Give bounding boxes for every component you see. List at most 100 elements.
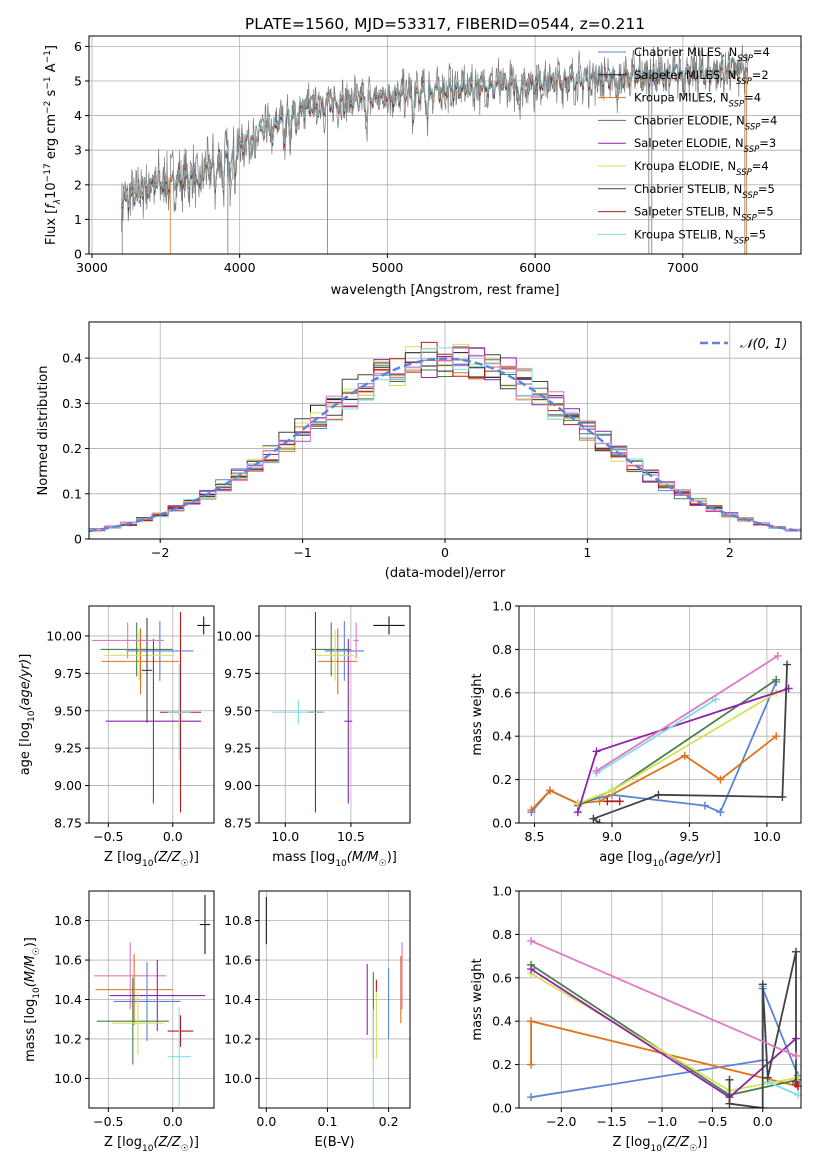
panel-age-vs-Z: −0.5 0.0 8.75 9.00 9.25 9.50 9.75 10.00 Z [log10… bbox=[18, 605, 215, 869]
massweight-line bbox=[530, 968, 797, 1099]
y-tick-label: 0.0 bbox=[492, 1101, 512, 1116]
panel-massweight-vs-Z: −2.0 −1.5 −1.0 −0.5 0.0 0.0 0.2 0.4 0.6 0.8 1.0 Z [… bbox=[470, 884, 802, 1154]
y-tick-label: 4 bbox=[74, 108, 82, 123]
y-tick-label: 9.00 bbox=[224, 778, 252, 793]
massweight-line bbox=[530, 940, 797, 1057]
panel-residuals: −2 −1 0 1 2 0 0.1 0.2 0.3 0.4 𝒩(0, 1) (data-model)/… bbox=[36, 321, 802, 581]
y-tick-label: 10.8 bbox=[224, 913, 252, 928]
x-tick-label: 0.2 bbox=[379, 1114, 399, 1129]
y-tick-label: 0.6 bbox=[492, 970, 512, 985]
y-tick-label: 10.6 bbox=[224, 953, 252, 968]
y-tick-label: 3 bbox=[74, 143, 82, 158]
spectrum-model-line bbox=[121, 59, 748, 208]
plot-area-residuals bbox=[89, 341, 801, 533]
y-tick-label: 0.1 bbox=[62, 486, 82, 501]
y-tick-label: 1.0 bbox=[492, 884, 512, 899]
legend-label: Kroupa MILES, NSSP=4 bbox=[634, 91, 761, 110]
y-tick-label: 10.0 bbox=[224, 1071, 252, 1086]
plot-area-mass-vs-EBV bbox=[265, 896, 403, 1108]
x-axis-label: Z [log10(Z/Z☉)] bbox=[613, 1135, 708, 1154]
legend-label-rest: =5 bbox=[749, 227, 766, 241]
x-tick-label: 0.0 bbox=[256, 1114, 276, 1129]
panel-mass-vs-EBV: 0.0 0.1 0.2 10.0 10.2 10.4 10.6 10.8 E(B-V) bbox=[224, 890, 411, 1150]
x-axis-label: Z [log10(Z/Z☉)] bbox=[104, 850, 199, 869]
legend-label: Kroupa ELODIE, NSSP=4 bbox=[634, 159, 769, 178]
legend-label-rest: =4 bbox=[752, 159, 769, 173]
y-axis-label: Flux [fλ10−17 erg cm−2 s−1 A−1] bbox=[43, 45, 63, 245]
y-axis-label: mass weight bbox=[470, 673, 485, 755]
x-tick-label: 7000 bbox=[667, 260, 699, 275]
massweight-line bbox=[577, 679, 777, 807]
legend-label-rest: =5 bbox=[757, 205, 774, 219]
x-axis-label: (data-model)/error bbox=[385, 566, 506, 581]
y-tick-label: 0 bbox=[74, 532, 82, 547]
x-axis-label: mass [log10(M/M☉)] bbox=[272, 850, 397, 869]
axes-frame bbox=[258, 605, 411, 824]
x-axis-label: wavelength [Angstrom, rest frame] bbox=[331, 283, 560, 298]
x-tick-label: 0 bbox=[441, 545, 449, 560]
x-tick-label: 10.0 bbox=[271, 829, 299, 844]
legend-subscript: SSP bbox=[741, 214, 757, 224]
axes-frame bbox=[88, 35, 802, 255]
axes-frame bbox=[518, 605, 802, 824]
y-tick-label: 10.4 bbox=[54, 992, 82, 1007]
massweight-line bbox=[530, 988, 799, 1099]
x-tick-label: 8.5 bbox=[525, 829, 545, 844]
y-tick-label: 0.6 bbox=[492, 685, 512, 700]
legend-subscript: SSP bbox=[736, 168, 752, 178]
x-tick-label: 10.0 bbox=[753, 829, 781, 844]
legend-subscript: SSP bbox=[737, 54, 753, 64]
legend-subscript: SSP bbox=[745, 122, 761, 132]
legend-subscript: SSP bbox=[736, 77, 752, 87]
y-tick-label: 0.4 bbox=[492, 729, 512, 744]
y-tick-label: 0.2 bbox=[492, 1057, 512, 1072]
y-tick-label: 0.3 bbox=[62, 396, 82, 411]
histogram-step bbox=[89, 347, 801, 532]
y-tick-label: 0.4 bbox=[492, 1014, 512, 1029]
legend-label-rest: =5 bbox=[758, 182, 775, 196]
y-tick-label: 0.4 bbox=[62, 351, 82, 366]
x-axis-label: E(B-V) bbox=[314, 1135, 354, 1150]
plot-area-massweight-vs-Z bbox=[527, 936, 801, 1108]
massweight-line bbox=[530, 681, 778, 814]
figure-title: PLATE=1560, MJD=53317, FIBERID=0544, z=0… bbox=[245, 15, 645, 33]
legend-label-rest: =3 bbox=[759, 136, 776, 150]
y-tick-label: 10.6 bbox=[54, 953, 82, 968]
x-tick-label: 6000 bbox=[519, 260, 551, 275]
panel-mass-vs-Z: −0.5 0.0 10.0 10.2 10.4 10.6 10.8 Z [log10(Z/Z☉… bbox=[23, 890, 215, 1154]
axes-frame bbox=[258, 890, 411, 1109]
legend-label: Salpeter ELODIE, NSSP=3 bbox=[634, 136, 776, 155]
y-tick-label: 0.2 bbox=[62, 441, 82, 456]
plot-area-mass-vs-Z bbox=[94, 894, 211, 1107]
x-tick-label: 0.0 bbox=[163, 829, 183, 844]
y-tick-label: 0.0 bbox=[492, 816, 512, 831]
legend-label: 𝒩(0, 1) bbox=[740, 337, 787, 352]
y-tick-label: 2 bbox=[74, 177, 82, 192]
y-tick-label: 5 bbox=[74, 73, 82, 88]
y-tick-label: 0 bbox=[74, 247, 82, 262]
x-tick-label: −1 bbox=[293, 545, 311, 560]
legend-label-rest: =4 bbox=[753, 45, 770, 59]
panel-age-vs-mass: 10.0 10.5 8.75 9.00 9.25 9.50 9.75 10.00 mass [l… bbox=[216, 605, 411, 869]
y-tick-label: 10.4 bbox=[224, 992, 252, 1007]
x-tick-label: −1.0 bbox=[647, 1114, 677, 1129]
x-tick-label: 5000 bbox=[371, 260, 403, 275]
massweight-line bbox=[596, 698, 717, 774]
legend-subscript: SSP bbox=[729, 100, 745, 110]
x-tick-label: 4000 bbox=[224, 260, 256, 275]
massweight-line bbox=[596, 655, 779, 772]
axes-frame bbox=[88, 605, 215, 824]
y-tick-label: 0.8 bbox=[492, 927, 512, 942]
y-axis-label: mass [log10(M/M☉)] bbox=[23, 937, 42, 1062]
x-tick-label: 9.0 bbox=[602, 829, 622, 844]
y-tick-label: 1.0 bbox=[492, 599, 512, 614]
legend-label: Salpeter STELIB, NSSP=5 bbox=[634, 205, 774, 224]
y-tick-label: 6 bbox=[74, 39, 82, 54]
y-tick-label: 0.2 bbox=[492, 772, 512, 787]
plot-area-spectrum bbox=[121, 44, 748, 254]
legend-label-rest: =4 bbox=[760, 113, 777, 127]
x-tick-label: 0.1 bbox=[318, 1114, 338, 1129]
